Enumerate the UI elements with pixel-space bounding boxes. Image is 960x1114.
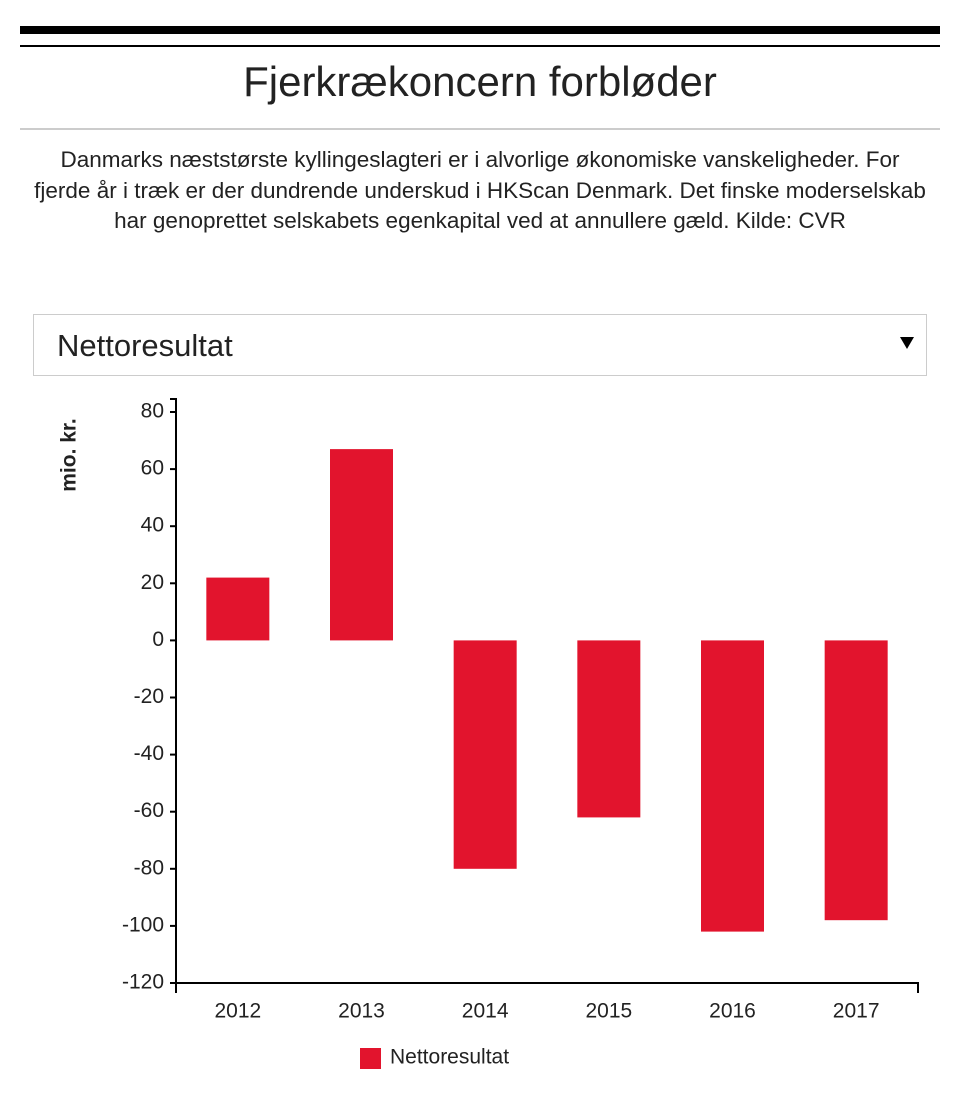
y-tick-label: 20 (141, 571, 164, 594)
y-tick-label: 40 (141, 514, 164, 537)
chart-subtitle: Danmarks næststørste kyllingeslagteri er… (34, 147, 926, 233)
y-tick-label: 0 (152, 628, 164, 651)
x-tick-label: 2016 (709, 1000, 756, 1023)
x-tick-label: 2012 (214, 1000, 261, 1023)
top-rule (20, 26, 940, 34)
x-tick-label: 2013 (338, 1000, 385, 1023)
y-axis-label: mio. kr. (58, 418, 81, 492)
dropdown-arrow (900, 337, 914, 349)
y-tick-label: -40 (134, 742, 164, 765)
x-tick-label: 2015 (585, 1000, 632, 1023)
y-axis (170, 398, 177, 984)
bar (453, 640, 517, 869)
legend-swatch (360, 1048, 381, 1069)
y-tick-label: -20 (134, 685, 164, 708)
y-tick-label: 80 (141, 400, 164, 423)
dropdown-selected: Nettoresultat (57, 328, 233, 363)
top-rule-thin (20, 45, 940, 47)
x-tick-label: 2014 (462, 1000, 509, 1023)
bar (206, 577, 270, 641)
title-divider (20, 128, 940, 130)
y-tick-label: -60 (134, 799, 164, 822)
series-dropdown[interactable]: Nettoresultat (33, 314, 927, 376)
y-tick-label: -80 (134, 856, 164, 879)
bar (701, 640, 764, 932)
x-tick-label: 2017 (833, 1000, 880, 1023)
y-tick-label: 60 (141, 457, 164, 480)
x-axis (175, 982, 919, 993)
y-tick-label: -100 (122, 913, 164, 936)
legend-label: Nettoresultat (390, 1046, 509, 1069)
chart-title: Fjerkrækoncern forbløder (243, 58, 717, 105)
bar (577, 640, 641, 818)
bar (330, 449, 393, 641)
bar (824, 640, 888, 921)
y-tick-label: -120 (122, 971, 164, 994)
